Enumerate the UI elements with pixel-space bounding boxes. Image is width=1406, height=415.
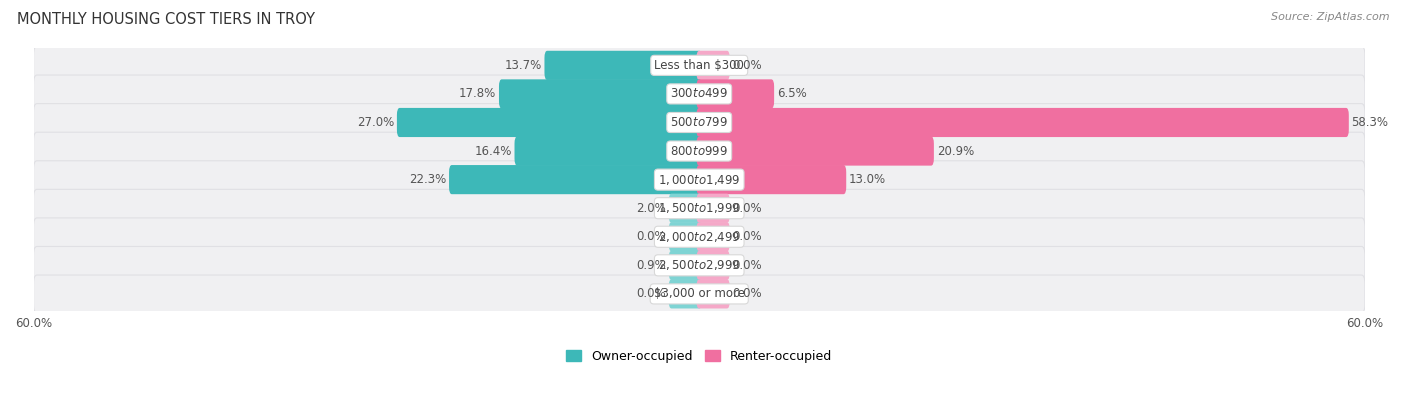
Text: 0.0%: 0.0% [637,230,666,243]
Text: 27.0%: 27.0% [357,116,394,129]
FancyBboxPatch shape [669,279,702,308]
Text: 13.7%: 13.7% [505,59,541,72]
Text: Less than $300: Less than $300 [654,59,744,72]
Text: Source: ZipAtlas.com: Source: ZipAtlas.com [1271,12,1389,22]
FancyBboxPatch shape [669,194,702,223]
FancyBboxPatch shape [34,75,1365,113]
Text: 0.0%: 0.0% [733,259,762,272]
Text: $500 to $799: $500 to $799 [671,116,728,129]
Text: $1,000 to $1,499: $1,000 to $1,499 [658,173,741,187]
FancyBboxPatch shape [34,275,1365,313]
FancyBboxPatch shape [696,108,1348,137]
Text: 0.9%: 0.9% [636,259,666,272]
Text: 0.0%: 0.0% [637,288,666,300]
Text: 17.8%: 17.8% [458,88,496,100]
FancyBboxPatch shape [34,132,1365,170]
Text: $800 to $999: $800 to $999 [671,144,728,158]
Text: 16.4%: 16.4% [474,144,512,158]
Text: $300 to $499: $300 to $499 [671,88,728,100]
Text: $3,000 or more: $3,000 or more [654,288,745,300]
FancyBboxPatch shape [696,194,730,223]
FancyBboxPatch shape [696,279,730,308]
Text: 0.0%: 0.0% [733,288,762,300]
Text: 6.5%: 6.5% [778,88,807,100]
FancyBboxPatch shape [696,165,846,194]
Text: 0.0%: 0.0% [733,59,762,72]
Text: 58.3%: 58.3% [1351,116,1389,129]
Legend: Owner-occupied, Renter-occupied: Owner-occupied, Renter-occupied [567,349,832,363]
Text: $2,000 to $2,499: $2,000 to $2,499 [658,230,741,244]
Text: 0.0%: 0.0% [733,230,762,243]
Text: $1,500 to $1,999: $1,500 to $1,999 [658,201,741,215]
Text: 13.0%: 13.0% [849,173,886,186]
FancyBboxPatch shape [544,51,702,80]
FancyBboxPatch shape [696,79,775,108]
FancyBboxPatch shape [515,137,702,166]
Text: 0.0%: 0.0% [733,202,762,215]
Text: MONTHLY HOUSING COST TIERS IN TROY: MONTHLY HOUSING COST TIERS IN TROY [17,12,315,27]
FancyBboxPatch shape [696,51,730,80]
FancyBboxPatch shape [449,165,702,194]
FancyBboxPatch shape [696,251,730,280]
FancyBboxPatch shape [34,46,1365,84]
FancyBboxPatch shape [396,108,702,137]
FancyBboxPatch shape [34,218,1365,256]
FancyBboxPatch shape [669,222,702,251]
Text: 22.3%: 22.3% [409,173,446,186]
FancyBboxPatch shape [34,104,1365,142]
Text: 2.0%: 2.0% [636,202,666,215]
Text: $2,500 to $2,999: $2,500 to $2,999 [658,258,741,272]
FancyBboxPatch shape [34,161,1365,198]
Text: 20.9%: 20.9% [936,144,974,158]
FancyBboxPatch shape [696,137,934,166]
FancyBboxPatch shape [34,189,1365,227]
FancyBboxPatch shape [696,222,730,251]
FancyBboxPatch shape [499,79,702,108]
FancyBboxPatch shape [669,251,702,280]
FancyBboxPatch shape [34,247,1365,284]
